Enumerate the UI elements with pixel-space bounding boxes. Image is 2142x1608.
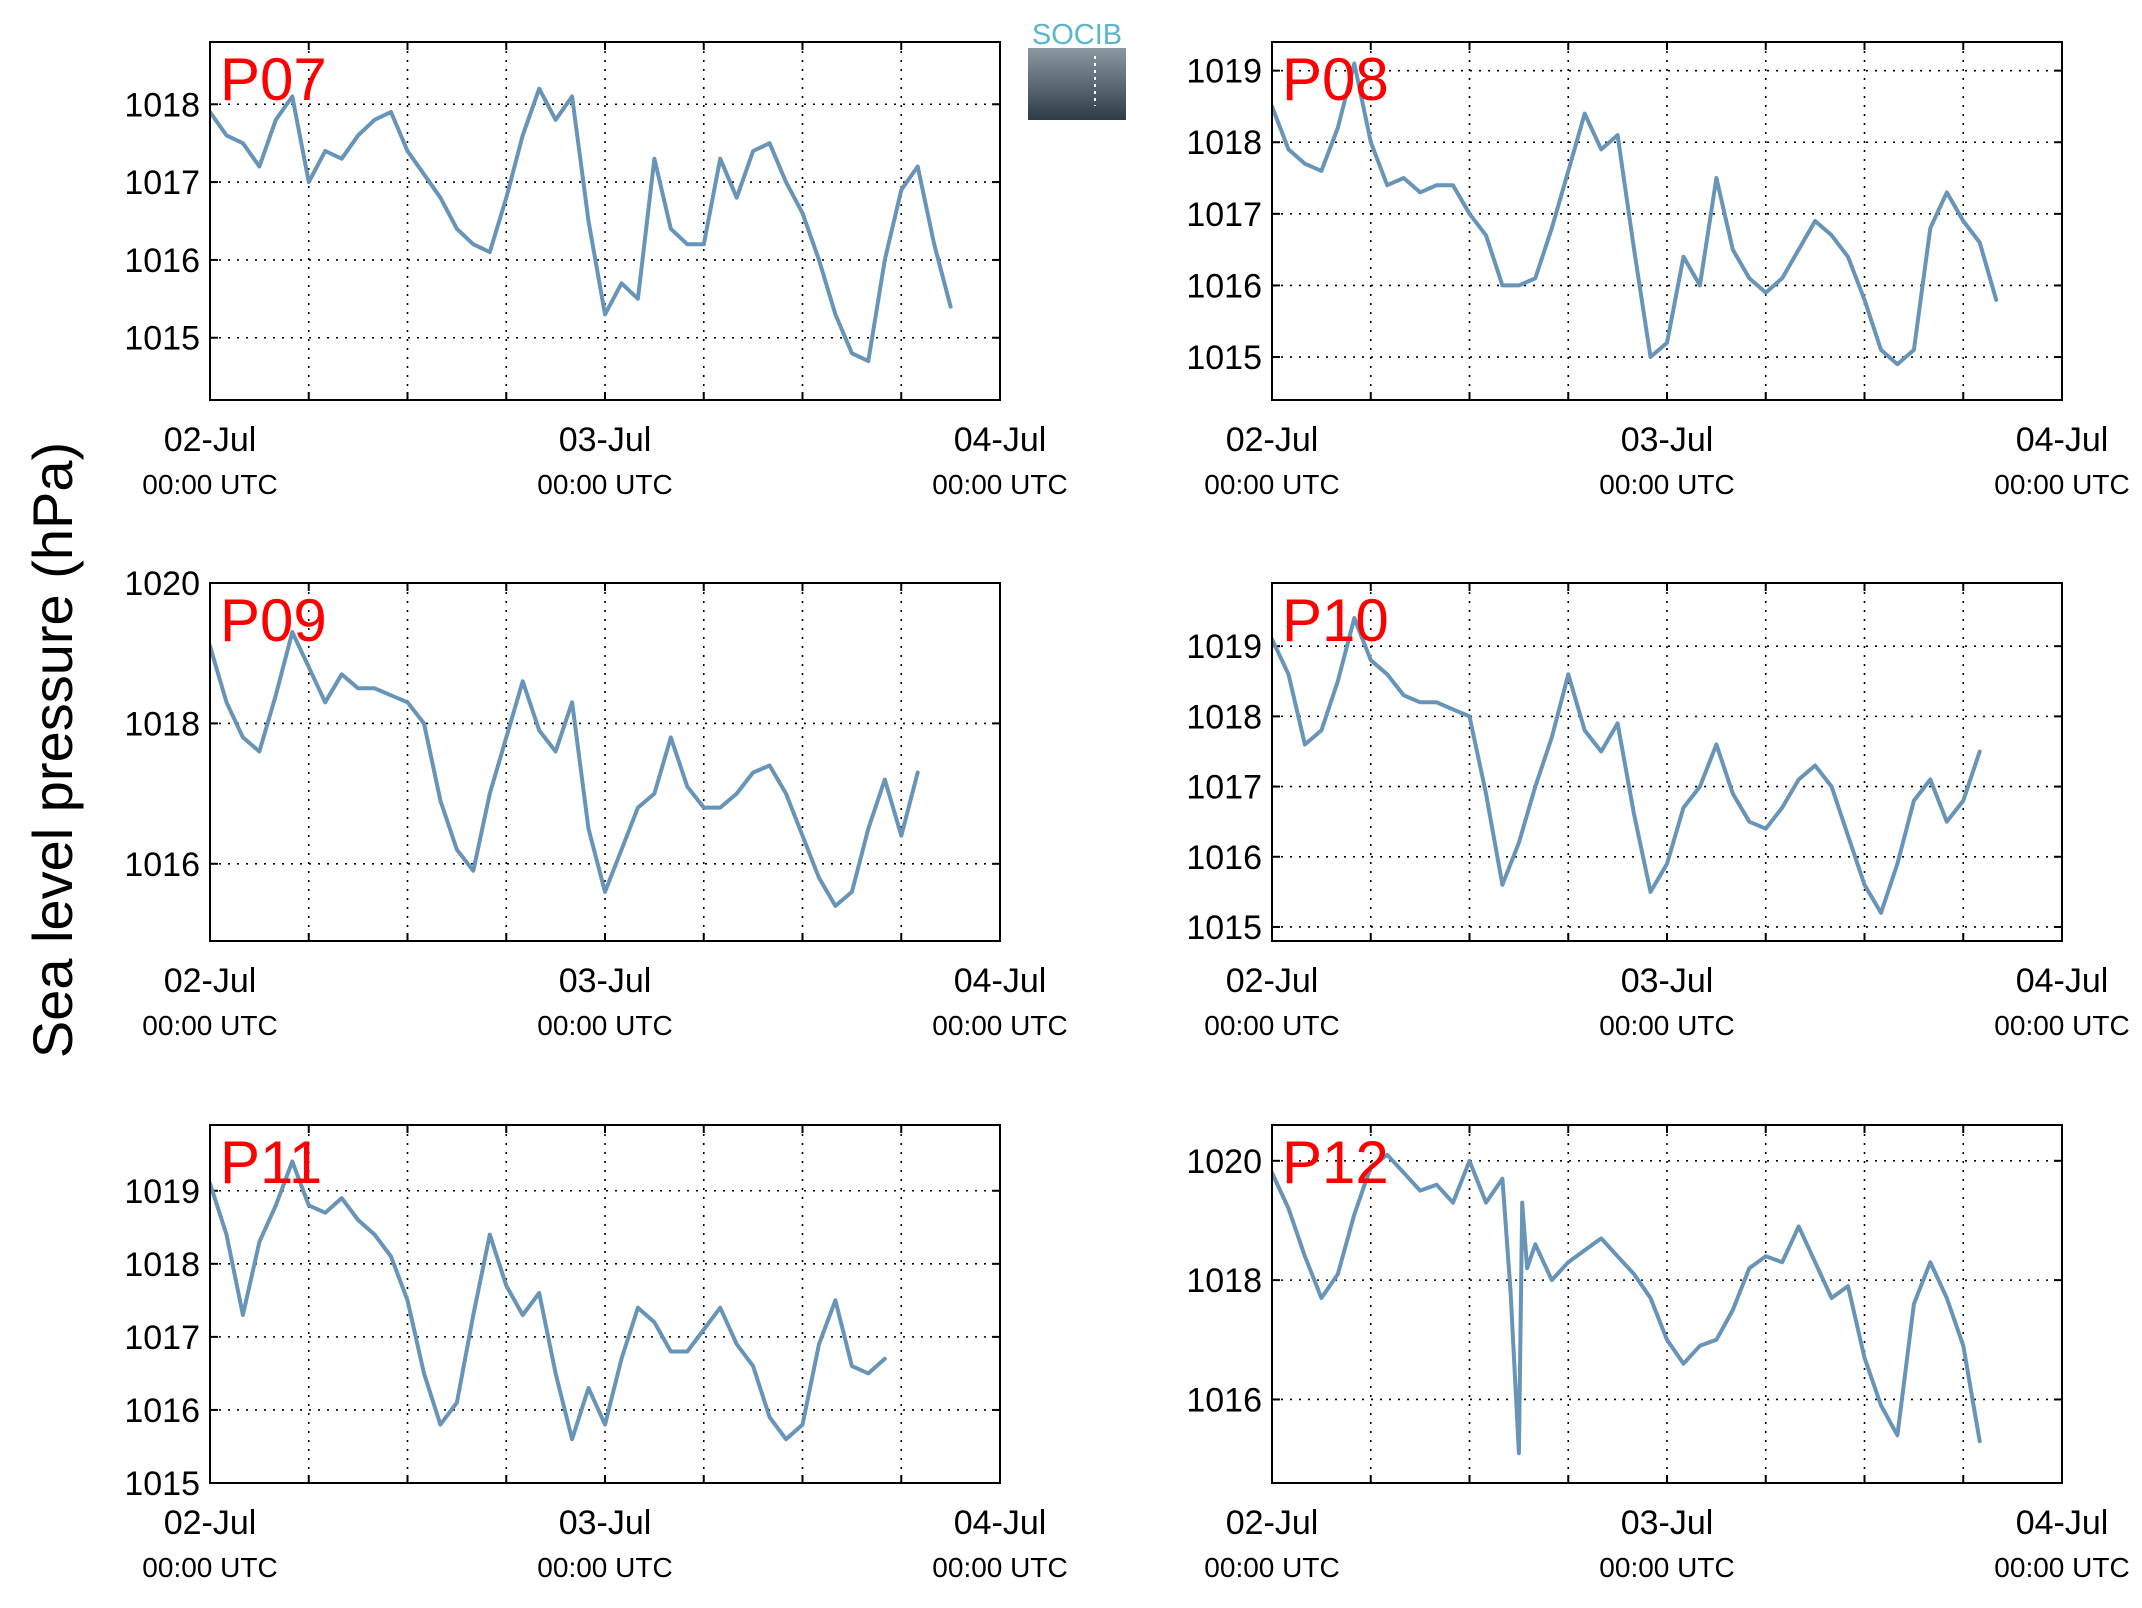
axes-frame [1271, 1124, 2063, 1484]
series-line-p10 [1272, 616, 1982, 915]
axes-frame [1271, 582, 2063, 942]
x-tick-label-date: 02-Jul [1226, 1504, 1319, 1542]
y-axis-label: Sea level pressure (hPa) [21, 442, 84, 1058]
socib-logo: SOCIB [1028, 19, 1126, 120]
x-tick-label-date: 04-Jul [954, 1504, 1047, 1542]
x-tick-label-time: 00:00 UTC [1994, 1010, 2129, 1041]
series-line-p09 [210, 630, 920, 908]
chart-panel-p07: 1015 1016 1017 1018 P07 02-Jul 00:00 UTC 03-Jul… [124, 41, 1068, 500]
y-tick-label: 1016 [124, 846, 200, 884]
chart-panel-p11: 1015 1016 1017 1018 1019 P11 02-Jul 00:00 UTC 03… [124, 1124, 1068, 1583]
y-tick-label: 1017 [124, 164, 200, 202]
x-tick-label-date: 03-Jul [559, 421, 652, 459]
x-tick-label-date: 02-Jul [164, 1504, 257, 1542]
y-tick-label: 1019 [124, 1173, 200, 1211]
panel-label: P12 [1282, 1129, 1389, 1196]
y-tick-label: 1020 [1186, 1143, 1262, 1181]
x-tick-label-date: 03-Jul [1621, 962, 1714, 1000]
x-tick-label-time: 00:00 UTC [537, 1552, 672, 1583]
y-tick-label: 1016 [1186, 1381, 1262, 1419]
y-tick-label: 1015 [124, 320, 200, 358]
y-tick-label: 1018 [124, 86, 200, 124]
chart-panel-p08: 1015 1016 1017 1018 1019 P08 02-Jul 00:00 UTC 03… [1186, 41, 2130, 500]
x-tick-label-date: 02-Jul [1226, 962, 1319, 1000]
x-tick-label-time: 00:00 UTC [142, 1010, 277, 1041]
x-tick-label-date: 04-Jul [2016, 962, 2109, 1000]
y-tick-label: 1018 [124, 1246, 200, 1284]
y-tick-label: 1015 [124, 1465, 200, 1503]
y-tick-label: 1017 [1186, 769, 1262, 807]
y-tick-label: 1017 [124, 1319, 200, 1357]
y-tick-label: 1018 [1186, 698, 1262, 736]
x-tick-label-time: 00:00 UTC [1994, 469, 2129, 500]
x-tick-label-date: 03-Jul [1621, 1504, 1714, 1542]
y-tick-label: 1019 [1186, 53, 1262, 91]
x-tick-label-date: 03-Jul [559, 1504, 652, 1542]
x-tick-label-date: 03-Jul [1621, 421, 1714, 459]
y-tick-label: 1016 [1186, 839, 1262, 877]
y-tick-label: 1019 [1186, 628, 1262, 666]
x-tick-label-time: 00:00 UTC [932, 1552, 1067, 1583]
y-tick-label: 1015 [1186, 909, 1262, 947]
series-line-p11 [210, 1159, 887, 1442]
y-tick-label: 1018 [1186, 124, 1262, 162]
x-tick-label-time: 00:00 UTC [932, 1010, 1067, 1041]
x-tick-label-time: 00:00 UTC [1599, 1552, 1734, 1583]
x-tick-label-date: 02-Jul [1226, 421, 1319, 459]
axes-frame [209, 582, 1001, 942]
panel-label: P09 [220, 587, 327, 654]
x-tick-label-time: 00:00 UTC [537, 469, 672, 500]
x-tick-label-time: 00:00 UTC [142, 1552, 277, 1583]
x-tick-label-time: 00:00 UTC [1599, 469, 1734, 500]
panel-label: P08 [1282, 46, 1389, 113]
y-tick-label: 1017 [1186, 196, 1262, 234]
series-line-p07 [210, 86, 953, 364]
x-tick-label-time: 00:00 UTC [1204, 1552, 1339, 1583]
x-tick-label-time: 00:00 UTC [1204, 469, 1339, 500]
x-tick-label-time: 00:00 UTC [142, 469, 277, 500]
logo-text: SOCIB [1032, 19, 1122, 51]
series-line-p08 [1272, 61, 1999, 367]
axes-frame [209, 1124, 1001, 1484]
x-tick-label-time: 00:00 UTC [1994, 1552, 2129, 1583]
x-tick-label-time: 00:00 UTC [537, 1010, 672, 1041]
y-tick-label: 1020 [124, 565, 200, 603]
axes-frame [1271, 41, 2063, 401]
axes-frame [209, 41, 1001, 401]
x-tick-label-date: 04-Jul [954, 421, 1047, 459]
logo-block [1028, 48, 1126, 120]
chart-panel-p12: 1016 1018 1020 P12 02-Jul 00:00 UTC 03-Jul 00:0… [1186, 1124, 2130, 1583]
series-line-p12 [1272, 1152, 1982, 1456]
y-tick-label: 1016 [1186, 267, 1262, 305]
x-tick-label-time: 00:00 UTC [1204, 1010, 1339, 1041]
chart-panel-p10: 1015 1016 1017 1018 1019 P10 02-Jul 00:00 UTC 03… [1186, 582, 2130, 1041]
y-tick-label: 1018 [124, 705, 200, 743]
x-tick-label-date: 04-Jul [2016, 421, 2109, 459]
y-tick-label: 1016 [124, 242, 200, 280]
x-tick-label-date: 04-Jul [2016, 1504, 2109, 1542]
panel-label: P11 [220, 1129, 322, 1196]
chart-panel-p09: 1016 1018 1020 P09 02-Jul 00:00 UTC 03-Jul 00:0… [124, 565, 1067, 1041]
y-tick-label: 1015 [1186, 339, 1262, 377]
y-tick-label: 1018 [1186, 1262, 1262, 1300]
x-tick-label-time: 00:00 UTC [932, 469, 1067, 500]
y-tick-label: 1016 [124, 1392, 200, 1430]
x-tick-label-date: 02-Jul [164, 421, 257, 459]
panel-label: P07 [220, 46, 327, 113]
x-tick-label-date: 04-Jul [954, 962, 1047, 1000]
x-tick-label-date: 03-Jul [559, 962, 652, 1000]
panel-label: P10 [1282, 587, 1389, 654]
x-tick-label-date: 02-Jul [164, 962, 257, 1000]
x-tick-label-time: 00:00 UTC [1599, 1010, 1734, 1041]
